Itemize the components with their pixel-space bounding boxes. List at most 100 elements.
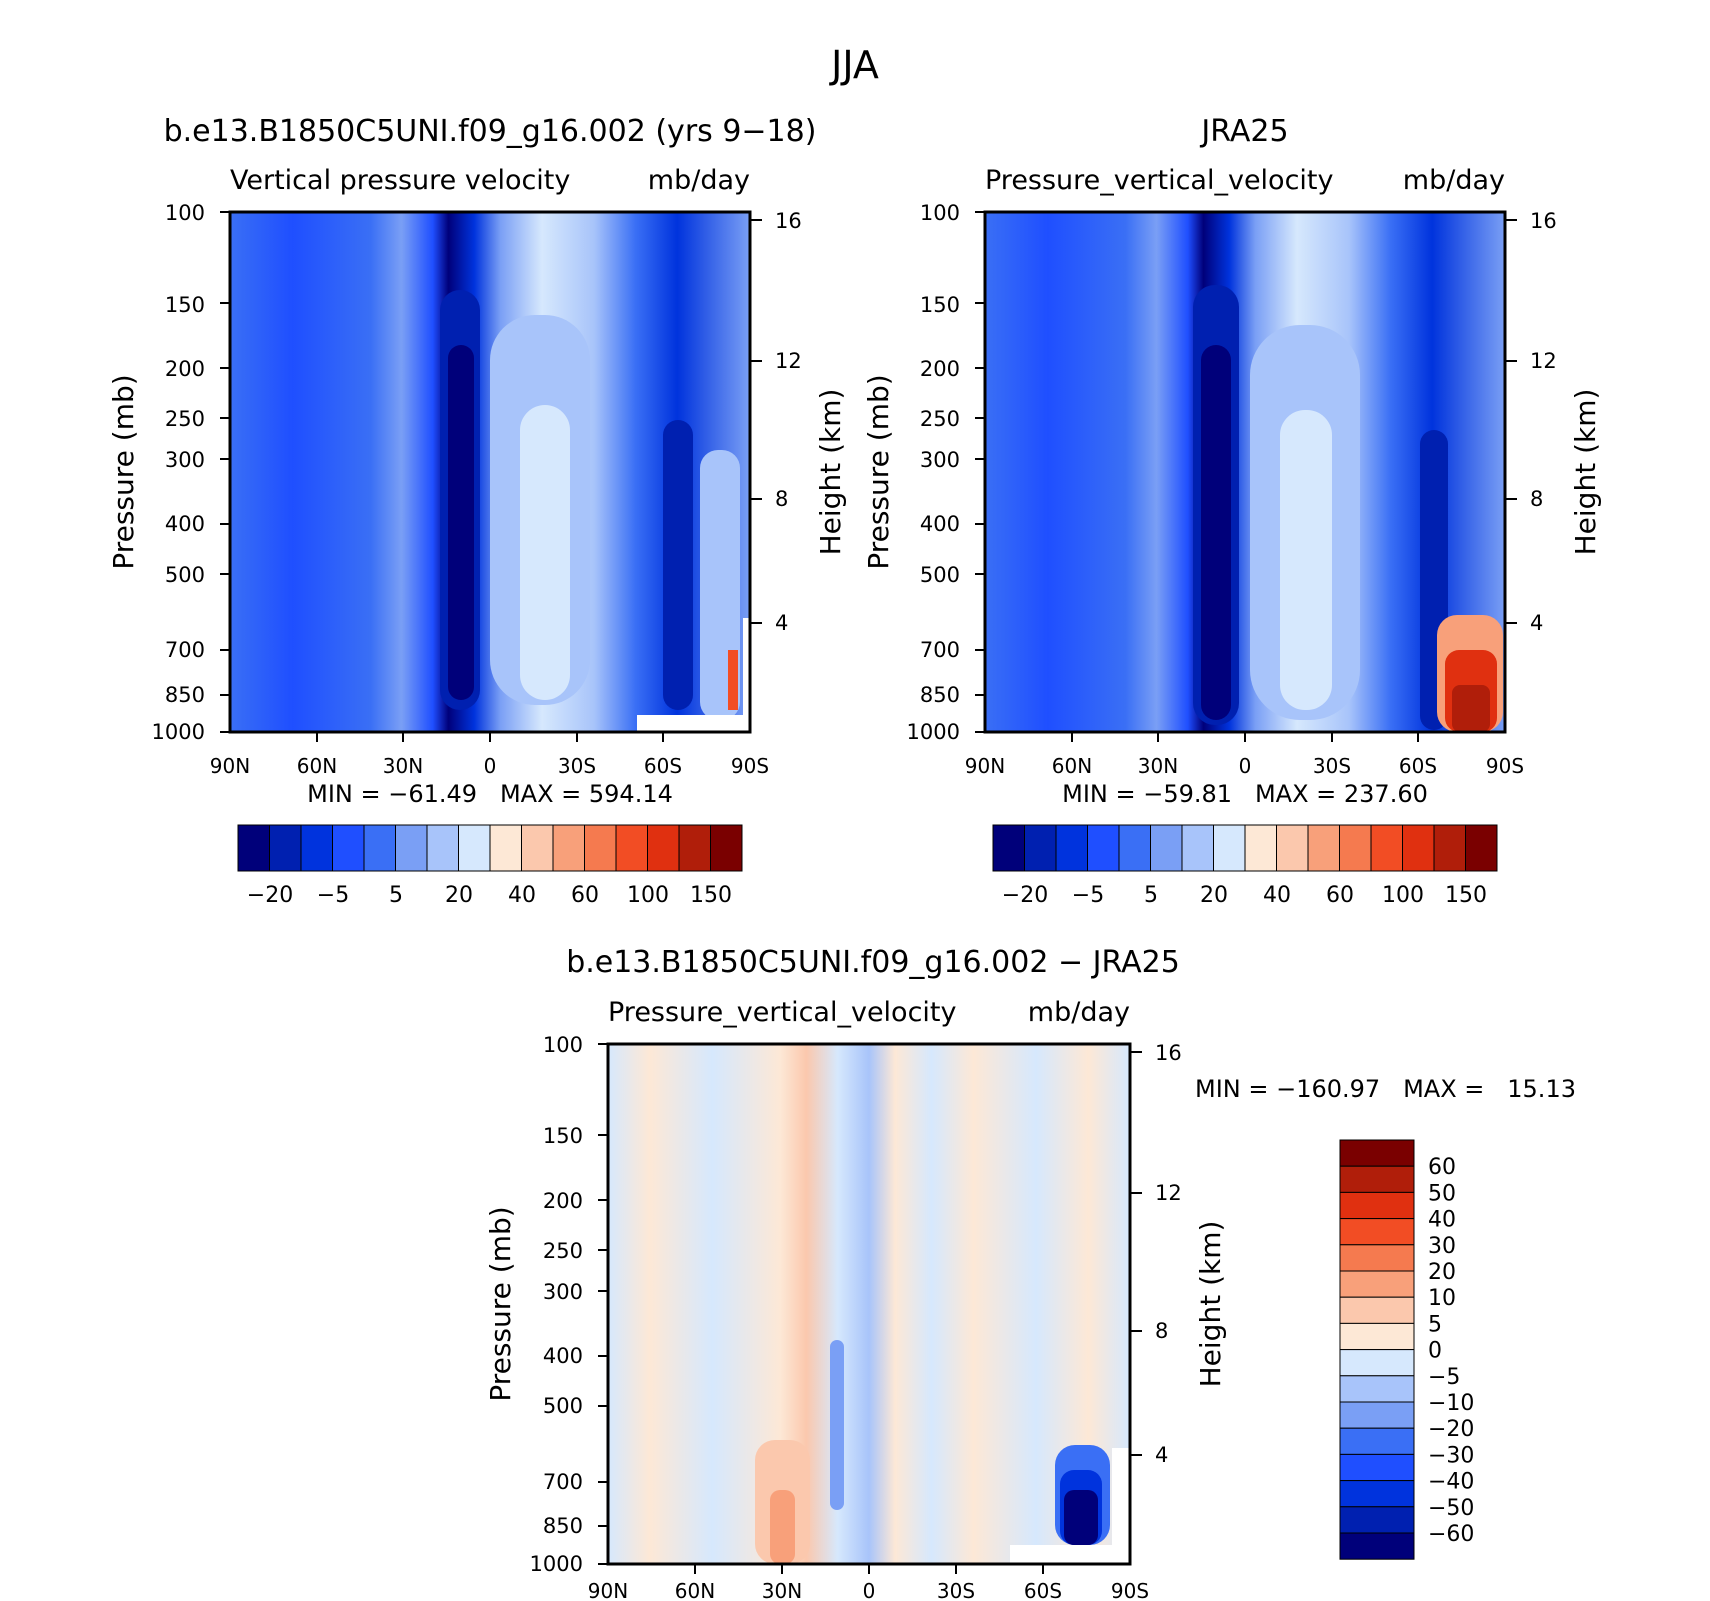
variable-label: Pressure_vertical_velocity <box>985 165 1334 196</box>
colorbar-swatch <box>1213 824 1246 872</box>
colorbar-swatch <box>1433 824 1466 872</box>
x-tick-label: 30N <box>383 754 423 778</box>
y2-axis-label: Height (km) <box>814 389 847 556</box>
y-axis-label: Pressure (mb) <box>484 1206 517 1401</box>
x-tick-label: 60N <box>675 1579 715 1601</box>
x-tick-label: 90N <box>210 754 250 778</box>
colorbar-swatch <box>1339 1427 1415 1455</box>
y-tick-label: 1000 <box>907 720 960 744</box>
units-label: mb/day <box>1028 997 1130 1028</box>
colorbar-label: 20 <box>1428 1260 1456 1285</box>
colorbar-label: −5 <box>1428 1365 1460 1390</box>
y-tick-label: 250 <box>165 407 205 431</box>
colorbar-label: −5 <box>317 883 349 908</box>
y2-ticks <box>1505 219 1517 624</box>
colorbar-swatch <box>1339 1322 1415 1351</box>
colorbar <box>237 824 743 872</box>
y2-axis-label: Height (km) <box>1194 1221 1227 1388</box>
y-tick-label: 850 <box>543 1514 583 1538</box>
y-tick-label: 400 <box>920 512 960 536</box>
y2-tick-labels: 16 12 8 4 <box>775 209 802 635</box>
ascent-band-inner <box>448 345 474 700</box>
colorbar-label: 40 <box>1428 1208 1456 1233</box>
colorbar-label: 10 <box>1428 1286 1456 1311</box>
colorbar-label: 150 <box>1445 883 1487 908</box>
x-tick-label: 90N <box>965 754 1005 778</box>
descent-band-inner <box>1280 410 1332 710</box>
x-tick-label: 30S <box>558 754 596 778</box>
colorbar-swatch <box>552 824 585 872</box>
missing-terrain-mask-edge <box>743 618 750 732</box>
contour-field <box>608 1044 1130 1564</box>
colorbar-label: 60 <box>1326 883 1354 908</box>
colorbar-label: −50 <box>1428 1496 1474 1521</box>
y-tick-labels: 100 150 200 250 300 400 500 700 850 1000 <box>907 201 960 744</box>
y2-tick-label: 4 <box>775 611 788 635</box>
y-tick-label: 400 <box>165 512 205 536</box>
panel-title: b.e13.B1850C5UNI.f09_g16.002 − JRA25 <box>566 945 1180 980</box>
x-tick-label: 60S <box>1399 754 1437 778</box>
y-tick-label: 200 <box>543 1189 583 1213</box>
y2-tick-labels: 16 12 8 4 <box>1155 1041 1182 1467</box>
y2-tick-label: 4 <box>1155 1443 1168 1467</box>
x-ticks <box>694 1564 1044 1574</box>
colorbar-swatch <box>647 824 680 872</box>
x-tick-label: 0 <box>863 1579 876 1601</box>
y2-tick-label: 12 <box>1530 349 1557 373</box>
colorbar-swatch <box>1339 1401 1415 1429</box>
y-tick-label: 200 <box>165 357 205 381</box>
units-label: mb/day <box>1403 165 1505 196</box>
x-ticks <box>316 732 664 742</box>
colorbar-swatch <box>1024 824 1057 872</box>
colorbar-label: −20 <box>247 883 293 908</box>
contour-field <box>985 212 1505 732</box>
colorbar-swatch <box>615 824 648 872</box>
contour-background <box>608 1044 1130 1564</box>
figure-title: JJA <box>829 43 879 87</box>
panel-reanalysis: JRA25 Pressure_vertical_velocity mb/day … <box>862 114 1602 908</box>
colorbar-label: −60 <box>1428 1522 1474 1547</box>
ascent-band-inner <box>1201 345 1231 720</box>
colorbar-swatch <box>269 824 302 872</box>
y-ticks <box>220 211 230 733</box>
colorbar-swatch <box>1465 824 1498 872</box>
colorbar-swatch <box>300 824 333 872</box>
colorbar-swatch <box>489 824 522 872</box>
y-tick-label: 100 <box>165 201 205 225</box>
x-tick-label: 0 <box>484 754 497 778</box>
contour-field <box>230 212 750 732</box>
y2-tick-label: 8 <box>1530 487 1543 511</box>
y-tick-label: 250 <box>920 407 960 431</box>
variable-label: Pressure_vertical_velocity <box>608 997 957 1028</box>
y-tick-label: 700 <box>920 638 960 662</box>
y-tick-labels: 100 150 200 250 300 400 500 700 850 1000 <box>530 1033 583 1576</box>
x-tick-labels: 90N 60N 30N 0 30S 60S 90S <box>965 754 1524 778</box>
colorbar-label: −40 <box>1428 1470 1474 1495</box>
colorbar-label: 40 <box>1263 883 1291 908</box>
y2-ticks <box>750 219 762 624</box>
x-tick-label: 90N <box>588 1579 628 1601</box>
colorbar-swatch <box>1339 1139 1415 1167</box>
min-max-stats: MIN = −61.49 MAX = 594.14 <box>307 780 673 808</box>
colorbar-label: 50 <box>1428 1181 1456 1206</box>
y2-tick-label: 12 <box>775 349 802 373</box>
y-tick-label: 300 <box>543 1280 583 1304</box>
y2-ticks <box>1130 1051 1142 1456</box>
colorbar-swatch <box>1339 824 1372 872</box>
colorbar-swatch <box>1339 1218 1415 1246</box>
colorbar-label: −10 <box>1428 1391 1474 1416</box>
colorbar-label: −20 <box>1002 883 1048 908</box>
colorbar-swatch <box>1339 1296 1415 1324</box>
y-tick-label: 1000 <box>530 1552 583 1576</box>
colorbar <box>992 824 1498 872</box>
y-tick-label: 150 <box>920 293 960 317</box>
y-tick-label: 850 <box>920 683 960 707</box>
y-ticks <box>975 211 985 733</box>
y2-tick-label: 4 <box>1530 611 1543 635</box>
colorbar-swatch <box>1339 1165 1415 1193</box>
y-axis-label: Pressure (mb) <box>862 374 895 569</box>
colorbar-swatch <box>1339 1244 1415 1272</box>
y-axis-label: Pressure (mb) <box>107 374 140 569</box>
